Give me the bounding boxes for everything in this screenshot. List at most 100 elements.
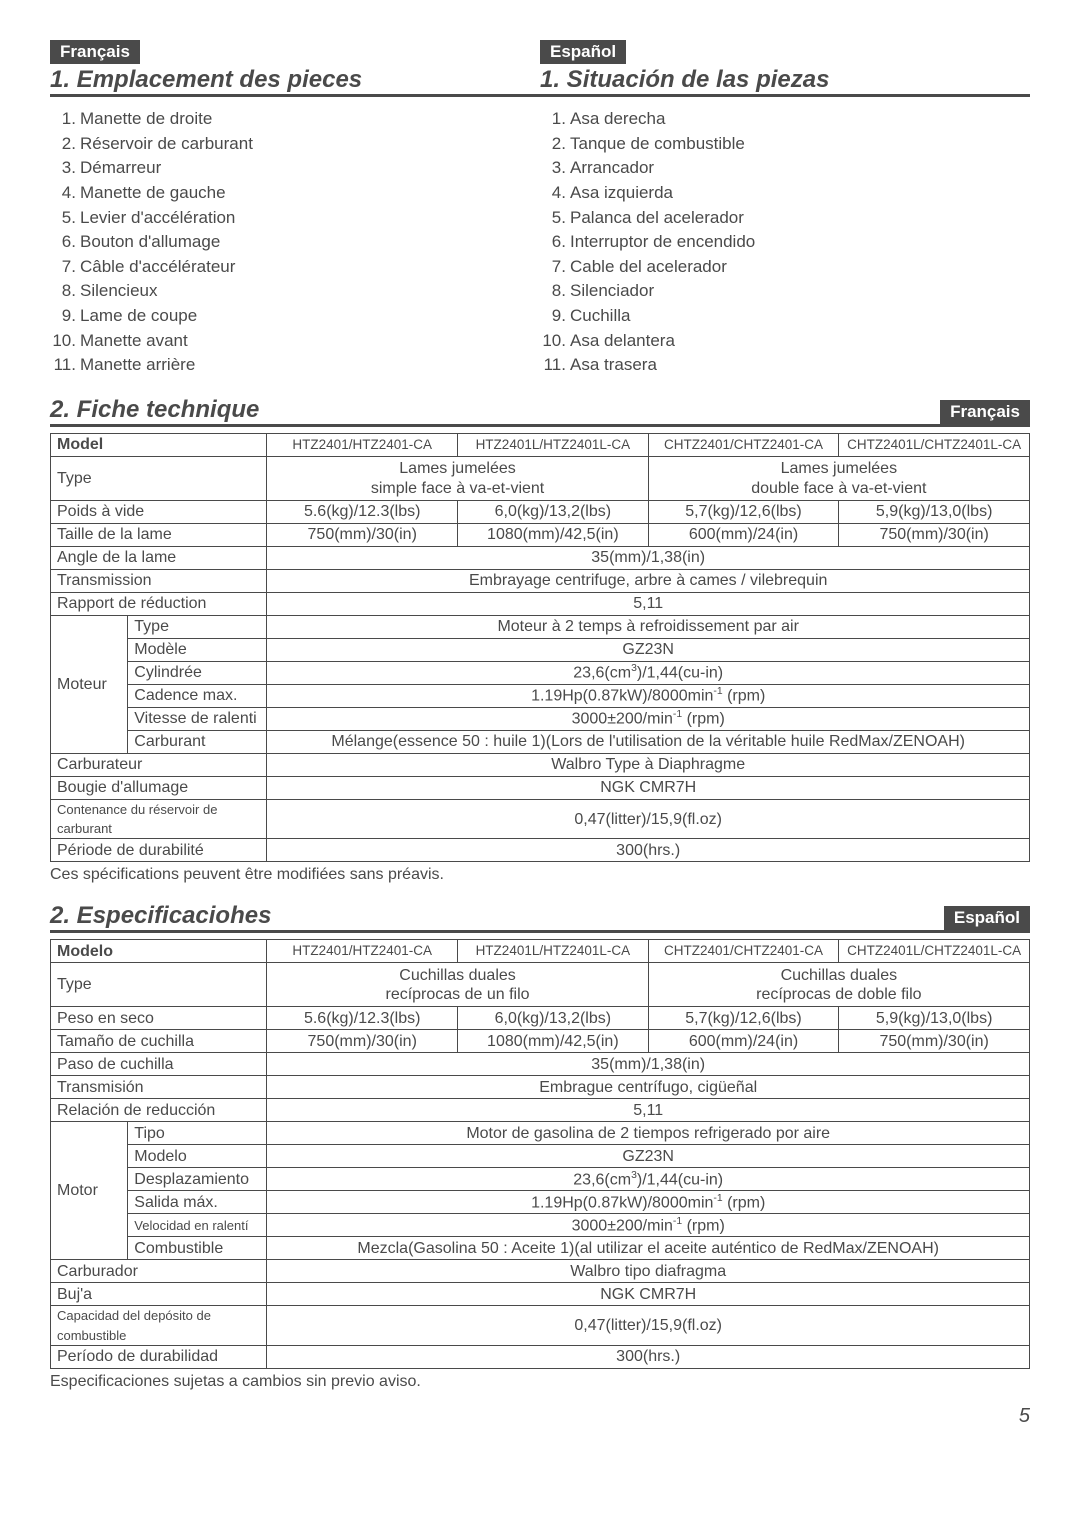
reduction-val: 5,11 [267, 593, 1030, 616]
row-bladeangle-label: Paso de cuchilla [51, 1053, 267, 1076]
list-item: Réservoir de carburant [80, 132, 540, 157]
row-enginetype-label: Tipo [128, 1122, 267, 1145]
bladesize-2: 600(mm)/24(in) [648, 524, 839, 547]
row-dur-label: Période de durabilité [51, 839, 267, 862]
disp-val: 23,6(cm3)/1,44(cu-in) [267, 1168, 1030, 1191]
dur-val: 300(hrs.) [267, 1345, 1030, 1368]
list-item: Palanca del acelerador [570, 206, 1030, 231]
spark-val: NGK CMR7H [267, 1283, 1030, 1306]
row-trans-label: Transmisión [51, 1076, 267, 1099]
list-item: Cable del acelerador [570, 255, 1030, 280]
row-tankcap-label: Contenance du réservoir de carburant [51, 800, 267, 839]
tankcap-val: 0,47(litter)/15,9(fl.oz) [267, 1306, 1030, 1345]
list-item: Silenciador [570, 279, 1030, 304]
list-item: Arrancador [570, 156, 1030, 181]
es-spec-title-row: 2. Especificaciohes Español [50, 902, 1030, 933]
list-item: Asa trasera [570, 353, 1030, 378]
enginemodel-val: GZ23N [267, 639, 1030, 662]
row-tankcap-label: Capacidad del depósito de combustible [51, 1306, 267, 1345]
dryweight-3: 5,9(kg)/13,0(lbs) [839, 1007, 1030, 1030]
row-bladeangle-label: Angle de la lame [51, 547, 267, 570]
list-item: Manette arrière [80, 353, 540, 378]
model-col-2: CHTZ2401/CHTZ2401-CA [648, 434, 839, 457]
list-item: Asa derecha [570, 107, 1030, 132]
row-spark-label: Buj'a [51, 1283, 267, 1306]
row-maxout-label: Salida máx. [128, 1191, 267, 1214]
dryweight-0: 5.6(kg)/12.3(lbs) [267, 1007, 458, 1030]
model-col-3: CHTZ2401L/CHTZ2401L-CA [839, 434, 1030, 457]
fr-badge-2: Français [940, 400, 1030, 424]
list-item: Manette avant [80, 329, 540, 354]
fr-spec-table: Model HTZ2401/HTZ2401-CA HTZ2401L/HTZ240… [50, 433, 1030, 862]
fuel-val: Mélange(essence 50 : huile 1)(Lors de l'… [267, 731, 1030, 754]
row-idle-label: Vitesse de ralenti [128, 708, 267, 731]
row-carb-label: Carburador [51, 1260, 267, 1283]
bladesize-1: 1080(mm)/42,5(in) [458, 1030, 649, 1053]
parts-lists-row: Français 1. Emplacement des pieces Manet… [50, 40, 1030, 378]
page-number: 5 [50, 1405, 1030, 1428]
hdr-model: Modelo [51, 940, 267, 963]
list-item: Démarreur [80, 156, 540, 181]
row-type-b: Lames jumeléesdouble face à va-et-vient [648, 457, 1029, 501]
row-maxout-label: Cadence max. [128, 685, 267, 708]
bladesize-2: 600(mm)/24(in) [648, 1030, 839, 1053]
es-column: Español 1. Situación de las piezas Asa d… [540, 40, 1030, 378]
idle-val: 3000±200/min-1 (rpm) [267, 1214, 1030, 1237]
enginemodel-val: GZ23N [267, 1145, 1030, 1168]
row-enginetype-label: Type [128, 616, 267, 639]
row-bladesize-label: Taille de la lame [51, 524, 267, 547]
list-item: Silencieux [80, 279, 540, 304]
row-disp-label: Cylindrée [128, 662, 267, 685]
row-fuel-label: Carburant [128, 731, 267, 754]
es-badge-2: Español [944, 906, 1030, 930]
fr-spec-title-row: 2. Fiche technique Français [50, 396, 1030, 427]
bladesize-3: 750(mm)/30(in) [839, 1030, 1030, 1053]
fuel-val: Mezcla(Gasolina 50 : Aceite 1)(al utiliz… [267, 1237, 1030, 1260]
dryweight-2: 5,7(kg)/12,6(lbs) [648, 1007, 839, 1030]
row-fuel-label: Combustible [128, 1237, 267, 1260]
maxout-val: 1.19Hp(0.87kW)/8000min-1 (rpm) [267, 685, 1030, 708]
row-enginemodel-label: Modèle [128, 639, 267, 662]
fr-parts-list: Manette de droiteRéservoir de carburantD… [50, 107, 540, 378]
bladesize-1: 1080(mm)/42,5(in) [458, 524, 649, 547]
row-bladesize-label: Tamaño de cuchilla [51, 1030, 267, 1053]
dryweight-1: 6,0(kg)/13,2(lbs) [458, 501, 649, 524]
maxout-val: 1.19Hp(0.87kW)/8000min-1 (rpm) [267, 1191, 1030, 1214]
list-item: Asa delantera [570, 329, 1030, 354]
idle-val: 3000±200/min-1 (rpm) [267, 708, 1030, 731]
enginetype-val: Moteur à 2 temps à refroidissement par a… [267, 616, 1030, 639]
es-spec-table: Modelo HTZ2401/HTZ2401-CA HTZ2401L/HTZ24… [50, 939, 1030, 1368]
fr-spec-title: 2. Fiche technique [50, 396, 259, 424]
row-engine-label: Motor [51, 1122, 128, 1260]
dryweight-2: 5,7(kg)/12,6(lbs) [648, 501, 839, 524]
list-item: Tanque de combustible [570, 132, 1030, 157]
reduction-val: 5,11 [267, 1099, 1030, 1122]
fr-column: Français 1. Emplacement des pieces Manet… [50, 40, 540, 378]
carb-val: Walbro tipo diafragma [267, 1260, 1030, 1283]
row-dur-label: Período de durabilidad [51, 1345, 267, 1368]
row-type-b: Cuchillas dualesrecíprocas de doble filo [648, 963, 1029, 1007]
dryweight-3: 5,9(kg)/13,0(lbs) [839, 501, 1030, 524]
row-spark-label: Bougie d'allumage [51, 777, 267, 800]
trans-val: Embrayage centrifuge, arbre à cames / vi… [267, 570, 1030, 593]
row-carb-label: Carburateur [51, 754, 267, 777]
list-item: Manette de gauche [80, 181, 540, 206]
disp-val: 23,6(cm3)/1,44(cu-in) [267, 662, 1030, 685]
bladesize-3: 750(mm)/30(in) [839, 524, 1030, 547]
row-reduction-label: Rapport de réduction [51, 593, 267, 616]
list-item: Interruptor de encendido [570, 230, 1030, 255]
bladesize-0: 750(mm)/30(in) [267, 524, 458, 547]
list-item: Lame de coupe [80, 304, 540, 329]
row-engine-label: Moteur [51, 616, 128, 754]
spark-val: NGK CMR7H [267, 777, 1030, 800]
row-type-label: Type [51, 963, 267, 1007]
fr-badge: Français [50, 40, 140, 64]
dryweight-0: 5.6(kg)/12.3(lbs) [267, 501, 458, 524]
bladeangle-val: 35(mm)/1,38(in) [267, 1053, 1030, 1076]
es-parts-list: Asa derechaTanque de combustibleArrancad… [540, 107, 1030, 378]
row-disp-label: Desplazamiento [128, 1168, 267, 1191]
row-dryweight-label: Poids à vide [51, 501, 267, 524]
model-col-0: HTZ2401/HTZ2401-CA [267, 434, 458, 457]
row-type-a: Cuchillas dualesrecíprocas de un filo [267, 963, 648, 1007]
dur-val: 300(hrs.) [267, 839, 1030, 862]
